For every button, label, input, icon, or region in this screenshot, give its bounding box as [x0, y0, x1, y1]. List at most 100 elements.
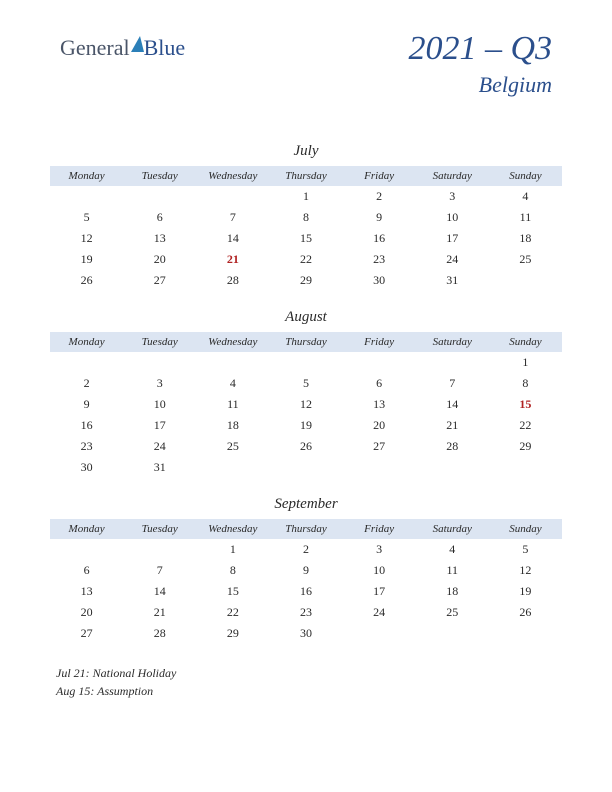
- calendar-row: 6789101112: [50, 560, 562, 581]
- calendar-cell: 30: [50, 457, 123, 478]
- calendar-cell: 27: [123, 270, 196, 291]
- calendar-row: 23242526272829: [50, 436, 562, 457]
- calendar-cell: [489, 270, 562, 291]
- calendar-cell: [123, 186, 196, 207]
- month-block: AugustMondayTuesdayWednesdayThursdayFrid…: [50, 309, 562, 478]
- calendar-cell: 25: [416, 602, 489, 623]
- calendar-row: 1234: [50, 186, 562, 207]
- day-header: Monday: [50, 166, 123, 186]
- calendar-cell: 23: [343, 249, 416, 270]
- months-container: JulyMondayTuesdayWednesdayThursdayFriday…: [50, 143, 562, 644]
- calendar-cell: 14: [123, 581, 196, 602]
- calendar-cell: 31: [416, 270, 489, 291]
- day-header: Wednesday: [196, 332, 269, 352]
- calendar-cell: 20: [50, 602, 123, 623]
- calendar-cell: 8: [196, 560, 269, 581]
- calendar-cell: 17: [343, 581, 416, 602]
- calendar-cell: 22: [269, 249, 342, 270]
- day-header: Tuesday: [123, 332, 196, 352]
- calendar-cell: [343, 457, 416, 478]
- calendar-cell: 25: [196, 436, 269, 457]
- calendar-cell: 3: [123, 373, 196, 394]
- calendar-cell: 18: [196, 415, 269, 436]
- day-header: Tuesday: [123, 519, 196, 539]
- calendar-row: 13141516171819: [50, 581, 562, 602]
- day-header: Friday: [343, 332, 416, 352]
- calendar-cell: 6: [50, 560, 123, 581]
- holiday-note: Jul 21: National Holiday: [56, 664, 562, 682]
- calendar-row: 12345: [50, 539, 562, 560]
- calendar-cell: 1: [196, 539, 269, 560]
- day-header: Tuesday: [123, 166, 196, 186]
- calendar-cell: [489, 623, 562, 644]
- calendar-cell: 21: [196, 249, 269, 270]
- month-name: July: [50, 143, 562, 160]
- calendar-row: 20212223242526: [50, 602, 562, 623]
- day-header: Thursday: [269, 332, 342, 352]
- calendar-row: 9101112131415: [50, 394, 562, 415]
- calendar-cell: [196, 352, 269, 373]
- calendar-cell: 13: [123, 228, 196, 249]
- calendar-cell: 5: [269, 373, 342, 394]
- calendar-cell: 13: [50, 581, 123, 602]
- calendar-cell: 29: [196, 623, 269, 644]
- calendar-cell: 27: [50, 623, 123, 644]
- calendar-cell: 5: [50, 207, 123, 228]
- calendar-cell: 25: [489, 249, 562, 270]
- calendar-cell: [269, 457, 342, 478]
- day-header: Thursday: [269, 519, 342, 539]
- calendar-cell: 23: [50, 436, 123, 457]
- day-header: Thursday: [269, 166, 342, 186]
- day-header: Saturday: [416, 519, 489, 539]
- calendar-cell: [343, 623, 416, 644]
- calendar-cell: 8: [269, 207, 342, 228]
- logo-triangle-icon: [131, 36, 144, 52]
- logo-text-2: Blue: [144, 35, 186, 61]
- calendar-cell: 12: [269, 394, 342, 415]
- calendar-cell: 10: [416, 207, 489, 228]
- calendar-cell: 11: [489, 207, 562, 228]
- calendar-cell: 24: [343, 602, 416, 623]
- calendar-cell: 28: [123, 623, 196, 644]
- day-header: Wednesday: [196, 166, 269, 186]
- calendar-cell: 17: [416, 228, 489, 249]
- calendar-cell: 7: [123, 560, 196, 581]
- month-name: September: [50, 496, 562, 513]
- logo-text-1: General: [60, 35, 130, 61]
- holiday-note: Aug 15: Assumption: [56, 682, 562, 700]
- calendar-cell: [196, 457, 269, 478]
- calendar-cell: 4: [196, 373, 269, 394]
- calendar-cell: 11: [416, 560, 489, 581]
- calendar-cell: 20: [123, 249, 196, 270]
- calendar-cell: 3: [416, 186, 489, 207]
- calendar-cell: 2: [269, 539, 342, 560]
- calendar-table: MondayTuesdayWednesdayThursdayFridaySatu…: [50, 519, 562, 644]
- month-block: September MondayTuesdayWednesdayThursdayF…: [50, 496, 562, 644]
- calendar-row: 16171819202122: [50, 415, 562, 436]
- calendar-cell: 18: [489, 228, 562, 249]
- calendar-cell: 2: [50, 373, 123, 394]
- calendar-cell: 21: [416, 415, 489, 436]
- calendar-cell: 6: [123, 207, 196, 228]
- calendar-cell: 13: [343, 394, 416, 415]
- calendar-row: 567891011: [50, 207, 562, 228]
- calendar-cell: 10: [343, 560, 416, 581]
- calendar-cell: 19: [269, 415, 342, 436]
- day-header: Friday: [343, 166, 416, 186]
- calendar-cell: 3: [343, 539, 416, 560]
- calendar-cell: [196, 186, 269, 207]
- calendar-cell: 7: [196, 207, 269, 228]
- calendar-cell: 12: [489, 560, 562, 581]
- calendar-cell: 20: [343, 415, 416, 436]
- calendar-cell: [123, 352, 196, 373]
- calendar-cell: 24: [416, 249, 489, 270]
- calendar-row: 12131415161718: [50, 228, 562, 249]
- day-header: Sunday: [489, 519, 562, 539]
- calendar-cell: [416, 457, 489, 478]
- calendar-cell: 27: [343, 436, 416, 457]
- calendar-table: MondayTuesdayWednesdayThursdayFridaySatu…: [50, 166, 562, 291]
- day-header: Friday: [343, 519, 416, 539]
- day-header: Saturday: [416, 332, 489, 352]
- day-header: Monday: [50, 519, 123, 539]
- calendar-cell: 28: [196, 270, 269, 291]
